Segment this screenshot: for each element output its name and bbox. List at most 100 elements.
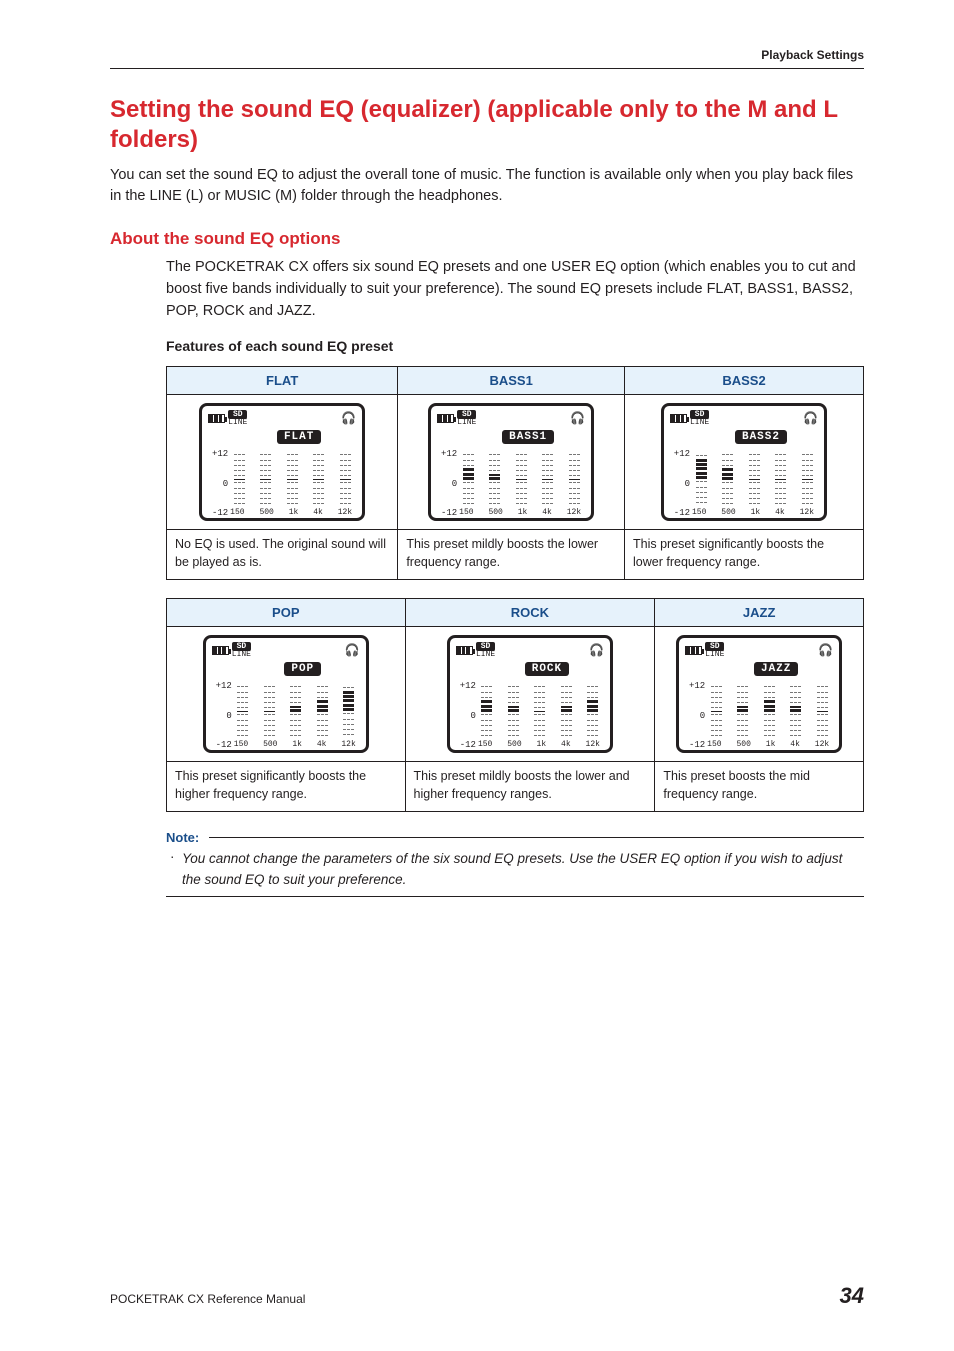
eq-bar bbox=[747, 452, 761, 506]
eq-bar bbox=[312, 452, 326, 506]
lcd-line-label: LINE bbox=[476, 651, 495, 659]
eq-preset-name: JAZZ bbox=[754, 662, 798, 676]
eq-ylabel: 0 bbox=[226, 711, 231, 721]
eq-cell-description: No EQ is used. The original sound will b… bbox=[167, 530, 398, 580]
battery-icon bbox=[437, 414, 454, 423]
eq-cell-description: This preset boosts the mid frequency ran… bbox=[655, 762, 864, 812]
lcd-line-label: LINE bbox=[690, 419, 709, 427]
eq-xlabel: 150 bbox=[692, 508, 706, 520]
footer-product: POCKETRAK CX Reference Manual bbox=[110, 1292, 305, 1306]
eq-bar bbox=[709, 684, 723, 738]
footer-page-number: 34 bbox=[840, 1283, 864, 1309]
eq-xlabel: 4k bbox=[313, 508, 323, 520]
eq-ylabel: -12 bbox=[216, 740, 232, 750]
headphone-icon: 🎧 bbox=[570, 411, 585, 426]
eq-xlabel: 4k bbox=[790, 740, 800, 752]
eq-xlabel: 500 bbox=[259, 508, 273, 520]
lcd-line-label: LINE bbox=[232, 651, 251, 659]
eq-xlabel: 1k bbox=[518, 508, 528, 520]
eq-xlabel: 12k bbox=[800, 508, 814, 520]
eq-xlabel: 1k bbox=[292, 740, 302, 752]
eq-ylabel: +12 bbox=[674, 449, 690, 459]
battery-icon bbox=[208, 414, 225, 423]
intro-paragraph: You can set the sound EQ to adjust the o… bbox=[110, 165, 864, 207]
eq-bar bbox=[541, 452, 555, 506]
lcd-line-label: LINE bbox=[705, 651, 724, 659]
eq-preset-name: BASS2 bbox=[735, 430, 787, 444]
eq-ylabel: +12 bbox=[460, 681, 476, 691]
eq-ylabel: -12 bbox=[674, 508, 690, 518]
headphone-icon: 🎧 bbox=[803, 411, 818, 426]
battery-icon bbox=[212, 646, 229, 655]
headphone-icon: 🎧 bbox=[345, 643, 360, 658]
note-heading: Note: bbox=[166, 830, 199, 845]
eq-xlabel: 150 bbox=[230, 508, 244, 520]
eq-bar bbox=[315, 684, 329, 738]
eq-ylabel: -12 bbox=[441, 508, 457, 518]
eq-preset-name: POP bbox=[284, 662, 321, 676]
battery-icon bbox=[670, 414, 687, 423]
note-text: You cannot change the parameters of the … bbox=[166, 845, 864, 896]
eq-xlabel: 500 bbox=[263, 740, 277, 752]
eq-bar bbox=[480, 684, 494, 738]
eq-bar bbox=[815, 684, 829, 738]
eq-xlabel: 500 bbox=[736, 740, 750, 752]
body-paragraph: The POCKETRAK CX offers six sound EQ pre… bbox=[166, 257, 864, 322]
eq-tables: FLATBASS1BASS2 SD LINE 🎧 FLAT +12 0 -12 … bbox=[166, 366, 864, 812]
eq-bar bbox=[559, 684, 573, 738]
eq-cell-graphic: SD LINE 🎧 POP +12 0 -12 1505001k4k12k bbox=[167, 627, 406, 762]
eq-column-header: JAZZ bbox=[655, 599, 864, 627]
eq-column-header: POP bbox=[167, 599, 406, 627]
eq-ylabel: 0 bbox=[700, 711, 705, 721]
eq-xlabel: 12k bbox=[815, 740, 829, 752]
eq-ylabel: +12 bbox=[216, 681, 232, 691]
eq-xlabel: 500 bbox=[721, 508, 735, 520]
eq-ylabel: +12 bbox=[212, 449, 228, 459]
note-rule-top bbox=[209, 837, 864, 838]
eq-xlabel: 1k bbox=[751, 508, 761, 520]
lcd-line-label: LINE bbox=[228, 419, 247, 427]
eq-cell-graphic: SD LINE 🎧 FLAT +12 0 -12 1505001k4k12k bbox=[167, 395, 398, 530]
eq-xlabel: 12k bbox=[341, 740, 355, 752]
headphone-icon: 🎧 bbox=[341, 411, 356, 426]
headphone-icon: 🎧 bbox=[589, 643, 604, 658]
eq-cell-graphic: SD LINE 🎧 BASS1 +12 0 -12 1505001k4k12k bbox=[398, 395, 625, 530]
eq-bar bbox=[694, 452, 708, 506]
eq-bar bbox=[721, 452, 735, 506]
eq-column-header: BASS1 bbox=[398, 367, 625, 395]
eq-bar bbox=[567, 452, 581, 506]
headphone-icon: 🎧 bbox=[818, 643, 833, 658]
eq-xlabel: 4k bbox=[561, 740, 571, 752]
lcd-screen: SD LINE 🎧 POP +12 0 -12 1505001k4k12k bbox=[203, 635, 369, 753]
note-rule-bottom bbox=[166, 896, 864, 897]
eq-cell-graphic: SD LINE 🎧 BASS2 +12 0 -12 1505001k4k12k bbox=[625, 395, 864, 530]
eq-cell-graphic: SD LINE 🎧 JAZZ +12 0 -12 1505001k4k12k bbox=[655, 627, 864, 762]
eq-bar bbox=[285, 452, 299, 506]
battery-icon bbox=[456, 646, 473, 655]
eq-bar bbox=[533, 684, 547, 738]
eq-column-header: FLAT bbox=[167, 367, 398, 395]
eq-preset-table: POPROCKJAZZ SD LINE 🎧 POP +12 0 -12 1505… bbox=[166, 598, 864, 812]
eq-bar bbox=[488, 452, 502, 506]
lcd-screen: SD LINE 🎧 ROCK +12 0 -12 1505001k4k12k bbox=[447, 635, 613, 753]
eq-xlabel: 150 bbox=[478, 740, 492, 752]
eq-cell-description: This preset mildly boosts the lower freq… bbox=[398, 530, 625, 580]
eq-column-header: BASS2 bbox=[625, 367, 864, 395]
eq-xlabel: 12k bbox=[567, 508, 581, 520]
lcd-screen: SD LINE 🎧 BASS2 +12 0 -12 1505001k4k12k bbox=[661, 403, 827, 521]
eq-preset-name: ROCK bbox=[525, 662, 569, 676]
eq-bar bbox=[514, 452, 528, 506]
subheading: About the sound EQ options bbox=[110, 229, 864, 249]
eq-preset-name: BASS1 bbox=[502, 430, 554, 444]
breadcrumb: Playback Settings bbox=[110, 48, 864, 69]
features-label: Features of each sound EQ preset bbox=[166, 338, 864, 354]
eq-xlabel: 12k bbox=[338, 508, 352, 520]
eq-ylabel: +12 bbox=[689, 681, 705, 691]
eq-xlabel: 12k bbox=[586, 740, 600, 752]
eq-ylabel: 0 bbox=[452, 479, 457, 489]
eq-xlabel: 4k bbox=[542, 508, 552, 520]
lcd-screen: SD LINE 🎧 JAZZ +12 0 -12 1505001k4k12k bbox=[676, 635, 842, 753]
eq-cell-graphic: SD LINE 🎧 ROCK +12 0 -12 1505001k4k12k bbox=[405, 627, 655, 762]
eq-bar bbox=[259, 452, 273, 506]
eq-bar bbox=[342, 684, 356, 738]
